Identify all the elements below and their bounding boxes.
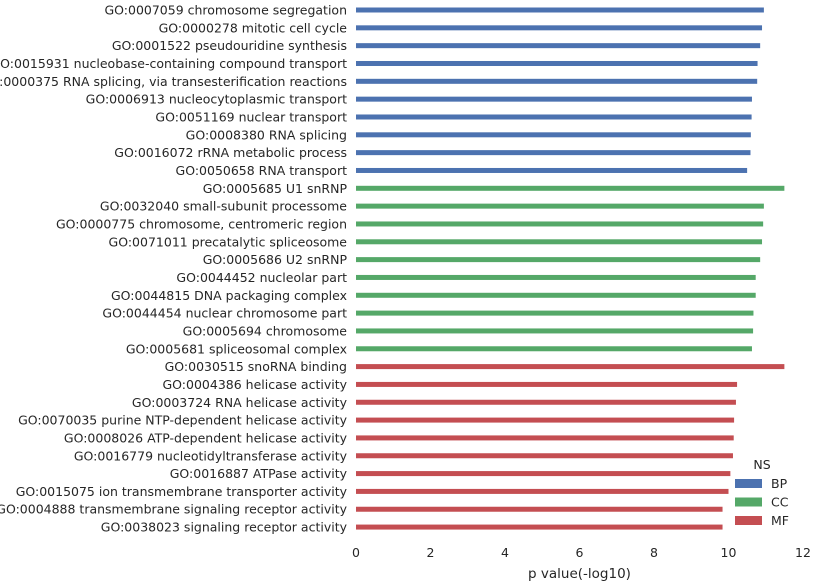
bar <box>356 150 751 156</box>
bar <box>356 25 763 31</box>
bar <box>356 114 752 120</box>
category-labels: GO:0007059 chromosome segregation GO:0000… <box>0 3 348 535</box>
bar <box>356 417 735 423</box>
category-label: GO:0001522 pseudouridine synthesis <box>112 38 347 53</box>
bars-group <box>356 7 785 530</box>
legend: NS BP CC MF <box>735 457 789 528</box>
category-label: GO:0005686 U2 snRNP <box>203 252 348 267</box>
bar <box>356 488 729 494</box>
legend-swatch-mf <box>735 516 762 525</box>
category-label: GO:0005685 U1 snRNP <box>203 181 348 196</box>
bar <box>356 453 733 459</box>
bar <box>356 96 752 102</box>
bar <box>356 524 723 530</box>
bar <box>356 60 758 66</box>
category-label: GO:0044454 nuclear chromosome part <box>102 306 347 321</box>
legend-swatch-bp <box>735 479 762 488</box>
category-label: GO:0000775 chromosome, centromeric regio… <box>56 216 347 231</box>
category-label: GO:0000375 RNA splicing, via transesteri… <box>0 74 347 89</box>
category-label: GO:0051169 nuclear transport <box>155 109 347 124</box>
legend-label-cc: CC <box>771 495 789 510</box>
bar <box>356 346 752 352</box>
legend-title: NS <box>753 457 770 472</box>
category-label: GO:0050658 RNA transport <box>176 163 348 178</box>
legend-label-mf: MF <box>771 513 789 528</box>
bar <box>356 506 723 512</box>
bar <box>356 381 738 387</box>
category-label: GO:0005694 chromosome <box>183 323 348 338</box>
x-tick-label: 8 <box>650 545 658 560</box>
category-label: GO:0070035 purine NTP-dependent helicase… <box>18 413 348 428</box>
x-tick-label: 12 <box>795 545 811 560</box>
category-label: GO:0030515 snoRNA binding <box>165 359 347 374</box>
category-label: GO:0016072 rRNA metabolic process <box>114 145 347 160</box>
x-tick-label: 2 <box>427 545 435 560</box>
category-label: GO:0005681 spliceosomal complex <box>126 341 347 356</box>
category-label: GO:0015931 nucleobase-containing compoun… <box>0 56 347 71</box>
category-label: GO:0006913 nucleocytoplasmic transport <box>86 92 347 107</box>
category-label: GO:0016779 nucleotidyltransferase activi… <box>74 448 348 463</box>
bar <box>356 221 764 227</box>
x-tick-label: 0 <box>352 545 360 560</box>
x-axis: 0 2 4 6 8 10 12 <box>352 545 811 560</box>
category-label: GO:0004888 transmembrane signaling recep… <box>0 502 348 517</box>
legend-swatch-cc <box>735 497 762 507</box>
bar <box>356 239 763 245</box>
category-label: GO:0015075 ion transmembrane transporter… <box>16 484 348 499</box>
category-label: GO:0032040 small-subunit processome <box>100 199 347 214</box>
bar <box>356 435 734 441</box>
bar <box>356 257 761 263</box>
x-tick-label: 4 <box>501 545 509 560</box>
category-label: GO:0038023 signaling receptor activity <box>101 520 348 535</box>
category-label: GO:0016887 ATPase activity <box>170 466 348 481</box>
bar <box>356 43 761 49</box>
bar <box>356 471 731 477</box>
category-label: GO:0004386 helicase activity <box>162 377 347 392</box>
bar <box>356 203 764 209</box>
x-axis-label: p value(-log10) <box>528 566 631 582</box>
category-label: GO:0071011 precatalytic spliceosome <box>109 234 348 249</box>
bar <box>356 185 785 191</box>
category-label: GO:0008026 ATP-dependent helicase activi… <box>64 430 348 445</box>
x-tick-label: 6 <box>576 545 584 560</box>
category-label: GO:0007059 chromosome segregation <box>104 3 347 18</box>
bar <box>356 274 756 280</box>
category-label: GO:0044815 DNA packaging complex <box>111 288 347 303</box>
bar <box>356 7 764 13</box>
bar <box>356 167 748 173</box>
category-label: GO:0008380 RNA splicing <box>186 127 347 142</box>
category-label: GO:0000278 mitotic cell cycle <box>159 20 348 35</box>
bar <box>356 399 736 405</box>
category-label: GO:0044452 nucleolar part <box>176 270 347 285</box>
legend-label-bp: BP <box>771 476 788 491</box>
bar <box>356 328 754 334</box>
bar <box>356 310 754 316</box>
bar <box>356 292 756 298</box>
x-tick-label: 10 <box>721 545 737 560</box>
category-label: GO:0003724 RNA helicase activity <box>132 395 348 410</box>
bar <box>356 364 785 370</box>
bar <box>356 132 751 138</box>
bar <box>356 78 758 84</box>
